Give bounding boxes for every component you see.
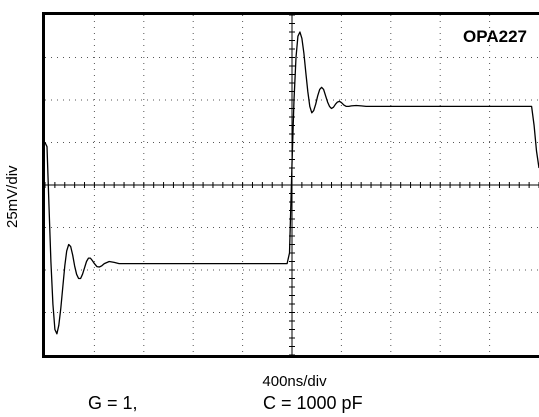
waveform-traces — [44, 31, 539, 335]
y-axis-label: 25mV/div — [4, 165, 21, 228]
x-axis-label: 400ns/div — [262, 373, 327, 390]
capacitance-condition: C = 1000 pF — [263, 393, 363, 413]
waveform-line-0 — [44, 31, 539, 335]
gain-condition: G = 1, — [88, 393, 138, 413]
chart-title: OPA227 — [463, 27, 527, 46]
